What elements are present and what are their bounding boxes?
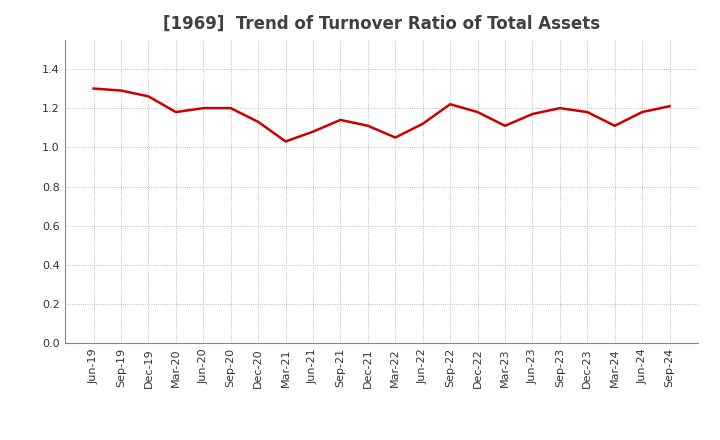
Title: [1969]  Trend of Turnover Ratio of Total Assets: [1969] Trend of Turnover Ratio of Total …: [163, 15, 600, 33]
